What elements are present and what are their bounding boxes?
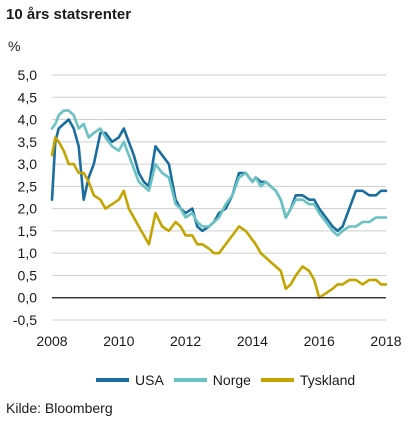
x-tick-label: 2018 bbox=[370, 333, 401, 349]
y-tick-label: 4,5 bbox=[18, 89, 38, 105]
y-tick-label: 3,5 bbox=[18, 134, 38, 150]
y-tick-label: 1,0 bbox=[18, 245, 38, 261]
y-tick-label: 1,5 bbox=[18, 223, 38, 239]
y-tick-label: 2,5 bbox=[18, 178, 38, 194]
legend: USA Norge Tyskland bbox=[96, 371, 365, 389]
y-tick-labels: 5,0 4,5 4,0 3,5 3,0 2,5 2,0 1,5 1,0 0,5 0,0 -0,5 bbox=[13, 67, 37, 328]
x-tick-labels: 2008 2010 2012 2014 2016 2018 bbox=[36, 333, 401, 349]
series-line-tyskland bbox=[50, 136, 388, 300]
legend-swatch-norge bbox=[173, 378, 207, 382]
series-lines bbox=[50, 109, 388, 300]
series-line-norge bbox=[50, 109, 388, 237]
y-tick-label: 5,0 bbox=[18, 67, 38, 83]
x-tick-label: 2010 bbox=[103, 333, 134, 349]
legend-label-tyskland: Tyskland bbox=[299, 372, 356, 388]
y-axis-unit: % bbox=[8, 38, 21, 54]
series-line-usa bbox=[50, 118, 388, 233]
y-tick-label: 3,0 bbox=[18, 156, 38, 172]
chart-title: 10 års statsrenter bbox=[6, 6, 132, 23]
y-tick-label: 2,0 bbox=[18, 201, 38, 217]
y-tick-label: 0,5 bbox=[18, 267, 38, 283]
legend-item-usa: USA bbox=[96, 372, 164, 388]
x-tick-label: 2014 bbox=[237, 333, 268, 349]
legend-item-tyskland: Tyskland bbox=[260, 372, 356, 388]
y-tick-label: 0,0 bbox=[18, 290, 38, 306]
gridlines bbox=[52, 74, 386, 321]
y-tick-label: -0,5 bbox=[13, 312, 37, 328]
x-tick-label: 2012 bbox=[170, 333, 201, 349]
source-note: Kilde: Bloomberg bbox=[6, 400, 113, 416]
x-tick-label: 2016 bbox=[304, 333, 335, 349]
legend-item-norge: Norge bbox=[173, 372, 251, 388]
legend-label-norge: Norge bbox=[212, 372, 251, 388]
legend-label-usa: USA bbox=[135, 372, 164, 388]
x-tick-label: 2008 bbox=[36, 333, 67, 349]
legend-swatch-tyskland bbox=[260, 378, 294, 382]
legend-swatch-usa bbox=[96, 378, 129, 382]
y-tick-label: 4,0 bbox=[18, 112, 38, 128]
